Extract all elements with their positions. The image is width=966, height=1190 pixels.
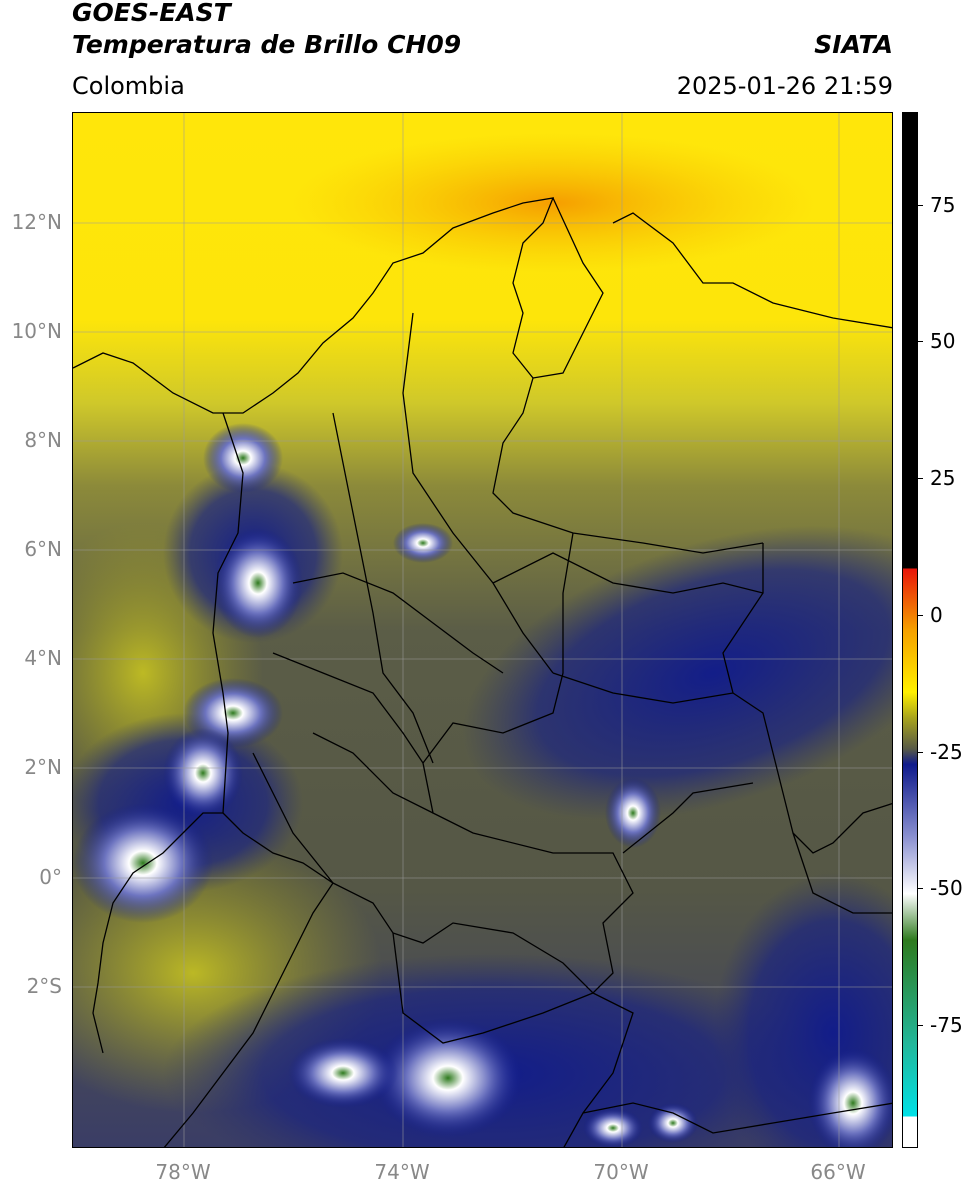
convective-cell-6 [393,523,453,563]
region-label: Colombia [72,72,185,100]
timestamp-label: 2025-01-26 21:59 [676,72,893,100]
lat-label-6n: 6°N [24,537,62,561]
colorbar-label-0: 0 [930,603,943,627]
lat-label-2n: 2°N [24,755,62,779]
colorbar-tick-neg75 [918,1025,923,1026]
convective-cell-9 [288,1038,398,1108]
product-title: Temperatura de Brillo CH09 [72,30,462,59]
colorbar-tick-neg50 [918,888,923,889]
lat-label-4n: 4°N [24,646,62,670]
colorbar-label-neg25: -25 [930,740,963,764]
convective-cell-1 [213,528,303,638]
satellite-map[interactable] [72,112,893,1148]
colorbar-label-50: 50 [930,329,956,353]
map-canvas [73,113,892,1147]
cold-band-east [462,525,892,821]
warm-region [293,133,813,273]
colorbar-tick-neg25 [918,752,923,753]
lon-label-78w: 78°W [155,1160,211,1184]
lat-label-12n: 12°N [11,210,62,234]
lat-label-8n: 8°N [24,428,62,452]
colorbar-label-neg75: -75 [930,1013,963,1037]
lon-label-74w: 74°W [374,1160,430,1184]
graticule [73,113,892,1147]
lon-label-70w: 70°W [593,1160,649,1184]
convective-cell-10 [808,1048,892,1147]
colorbar [902,112,918,1148]
colorbar-tick-50 [918,341,923,342]
colorbar-tick-0 [918,615,923,616]
convective-cell-8 [373,1018,523,1138]
brand-label: SIATA [814,30,893,59]
colorbar-label-neg50: -50 [930,876,963,900]
convective-cell-11 [583,1108,643,1147]
borders [73,197,892,1147]
satellite-title: GOES-EAST [72,0,231,27]
colorbar-tick-75 [918,205,923,206]
convective-cell-7 [605,778,661,848]
lat-label-2s: 2°S [26,974,62,998]
colorbar-gradient [903,113,917,1147]
colorbar-tick-25 [918,478,923,479]
colorbar-label-25: 25 [930,466,956,490]
convective-cell-3 [163,728,243,818]
convective-cell-4 [73,803,213,923]
colorbar-label-75: 75 [930,193,956,217]
lon-label-66w: 66°W [810,1160,866,1184]
convective-cell-12 [648,1103,698,1143]
lat-label-10n: 10°N [11,319,62,343]
convective-cell-5 [203,423,283,493]
lat-label-0: 0° [39,865,62,889]
